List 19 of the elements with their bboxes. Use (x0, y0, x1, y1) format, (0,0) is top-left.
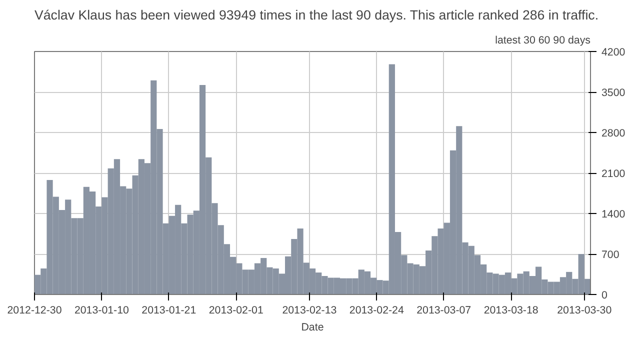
text: latest 30 60 90 days (495, 34, 591, 46)
x-tick-label: 2013-01-21 (142, 304, 196, 316)
y-tick-label: 4200 (602, 46, 626, 58)
x-tick-label: 2013-01-10 (74, 304, 130, 316)
x-tick-label: 2013-02-01 (208, 304, 264, 316)
x-tick-label: 2013-02-13 (282, 304, 337, 316)
x-axis-title: Date (301, 322, 324, 334)
chart-title: Václav Klaus has been viewed 93949 times in the last 90 days. This article ranked 286 in traffic. (34, 8, 599, 22)
y-tick-label: 700 (602, 249, 620, 261)
x-tick-label: 2013-03-30 (557, 304, 612, 316)
x-tick-label: 2012-12-30 (7, 304, 62, 316)
y-tick-label: 2100 (602, 168, 626, 180)
x-tick-label: 2013-03-18 (484, 304, 538, 316)
x-tick-label: 2013-02-24 (349, 304, 404, 316)
y-tick-label: 1400 (602, 208, 626, 220)
y-tick-label: 2800 (602, 128, 626, 140)
y-tick-label: 3500 (602, 87, 626, 99)
y-tick-label: 0 (602, 290, 608, 302)
x-tick-label: 2013-03-07 (416, 304, 472, 316)
